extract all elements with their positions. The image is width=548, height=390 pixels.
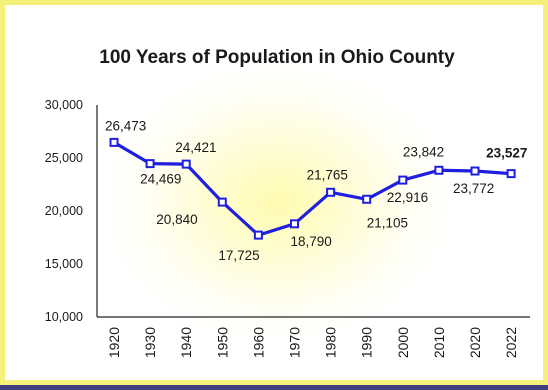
data-label: 20,840 <box>156 212 197 227</box>
chart-title: 100 Years of Population in Ohio County <box>99 47 455 68</box>
y-tick-label: 25,000 <box>45 151 83 165</box>
x-tick-label: 1990 <box>359 327 375 358</box>
data-label: 23,772 <box>453 181 494 196</box>
series-population <box>109 137 516 240</box>
data-point <box>290 219 299 229</box>
data-point <box>506 169 516 179</box>
data-point <box>217 197 227 207</box>
data-point <box>326 187 336 197</box>
data-label: 23,527 <box>486 146 527 161</box>
data-point <box>434 165 444 175</box>
data-label: 24,421 <box>175 140 216 155</box>
x-tick-label: 1960 <box>250 327 266 358</box>
data-label: 24,469 <box>140 172 181 187</box>
x-tick-label: 1980 <box>323 327 339 358</box>
x-tick-label: 1970 <box>287 327 303 358</box>
y-tick-label: 30,000 <box>45 98 83 112</box>
data-point <box>398 175 408 185</box>
x-tick-label: 1920 <box>106 327 122 358</box>
data-point <box>470 166 480 176</box>
y-axis: 10,000 15,000 20,000 25,000 30,000 <box>45 98 98 324</box>
x-tick-label: 2022 <box>503 327 519 358</box>
x-tick-label: 1950 <box>214 327 230 358</box>
data-point <box>362 194 372 204</box>
x-tick-label: 1930 <box>142 327 158 358</box>
y-tick-label: 15,000 <box>45 257 83 271</box>
x-tick-label: 1940 <box>178 327 194 358</box>
x-axis: 1920 1930 1940 1950 1960 1970 1980 1990 2000 2010… <box>97 316 530 358</box>
x-tick-label: 2020 <box>467 327 483 358</box>
data-label: 23,842 <box>403 144 444 159</box>
y-tick-label: 10,000 <box>45 310 83 324</box>
series-line <box>113 141 512 237</box>
data-label: 17,725 <box>218 248 259 263</box>
x-tick-label: 2010 <box>431 327 447 358</box>
data-label: 26,473 <box>105 118 146 133</box>
data-point <box>145 159 155 169</box>
data-point <box>109 137 119 147</box>
y-tick-label: 20,000 <box>45 204 83 218</box>
data-label: 18,790 <box>291 234 332 249</box>
data-point <box>253 230 263 240</box>
data-label: 22,916 <box>387 190 428 205</box>
x-tick-label: 2000 <box>395 327 411 358</box>
data-point <box>181 159 191 169</box>
data-labels: 26,473 24,469 24,421 20,840 17,725 18,790 21,7… <box>105 118 527 263</box>
data-label: 21,105 <box>367 215 408 230</box>
line-chart: 100 Years of Population in Ohio County 1… <box>45 47 530 358</box>
data-label: 21,765 <box>307 167 348 182</box>
